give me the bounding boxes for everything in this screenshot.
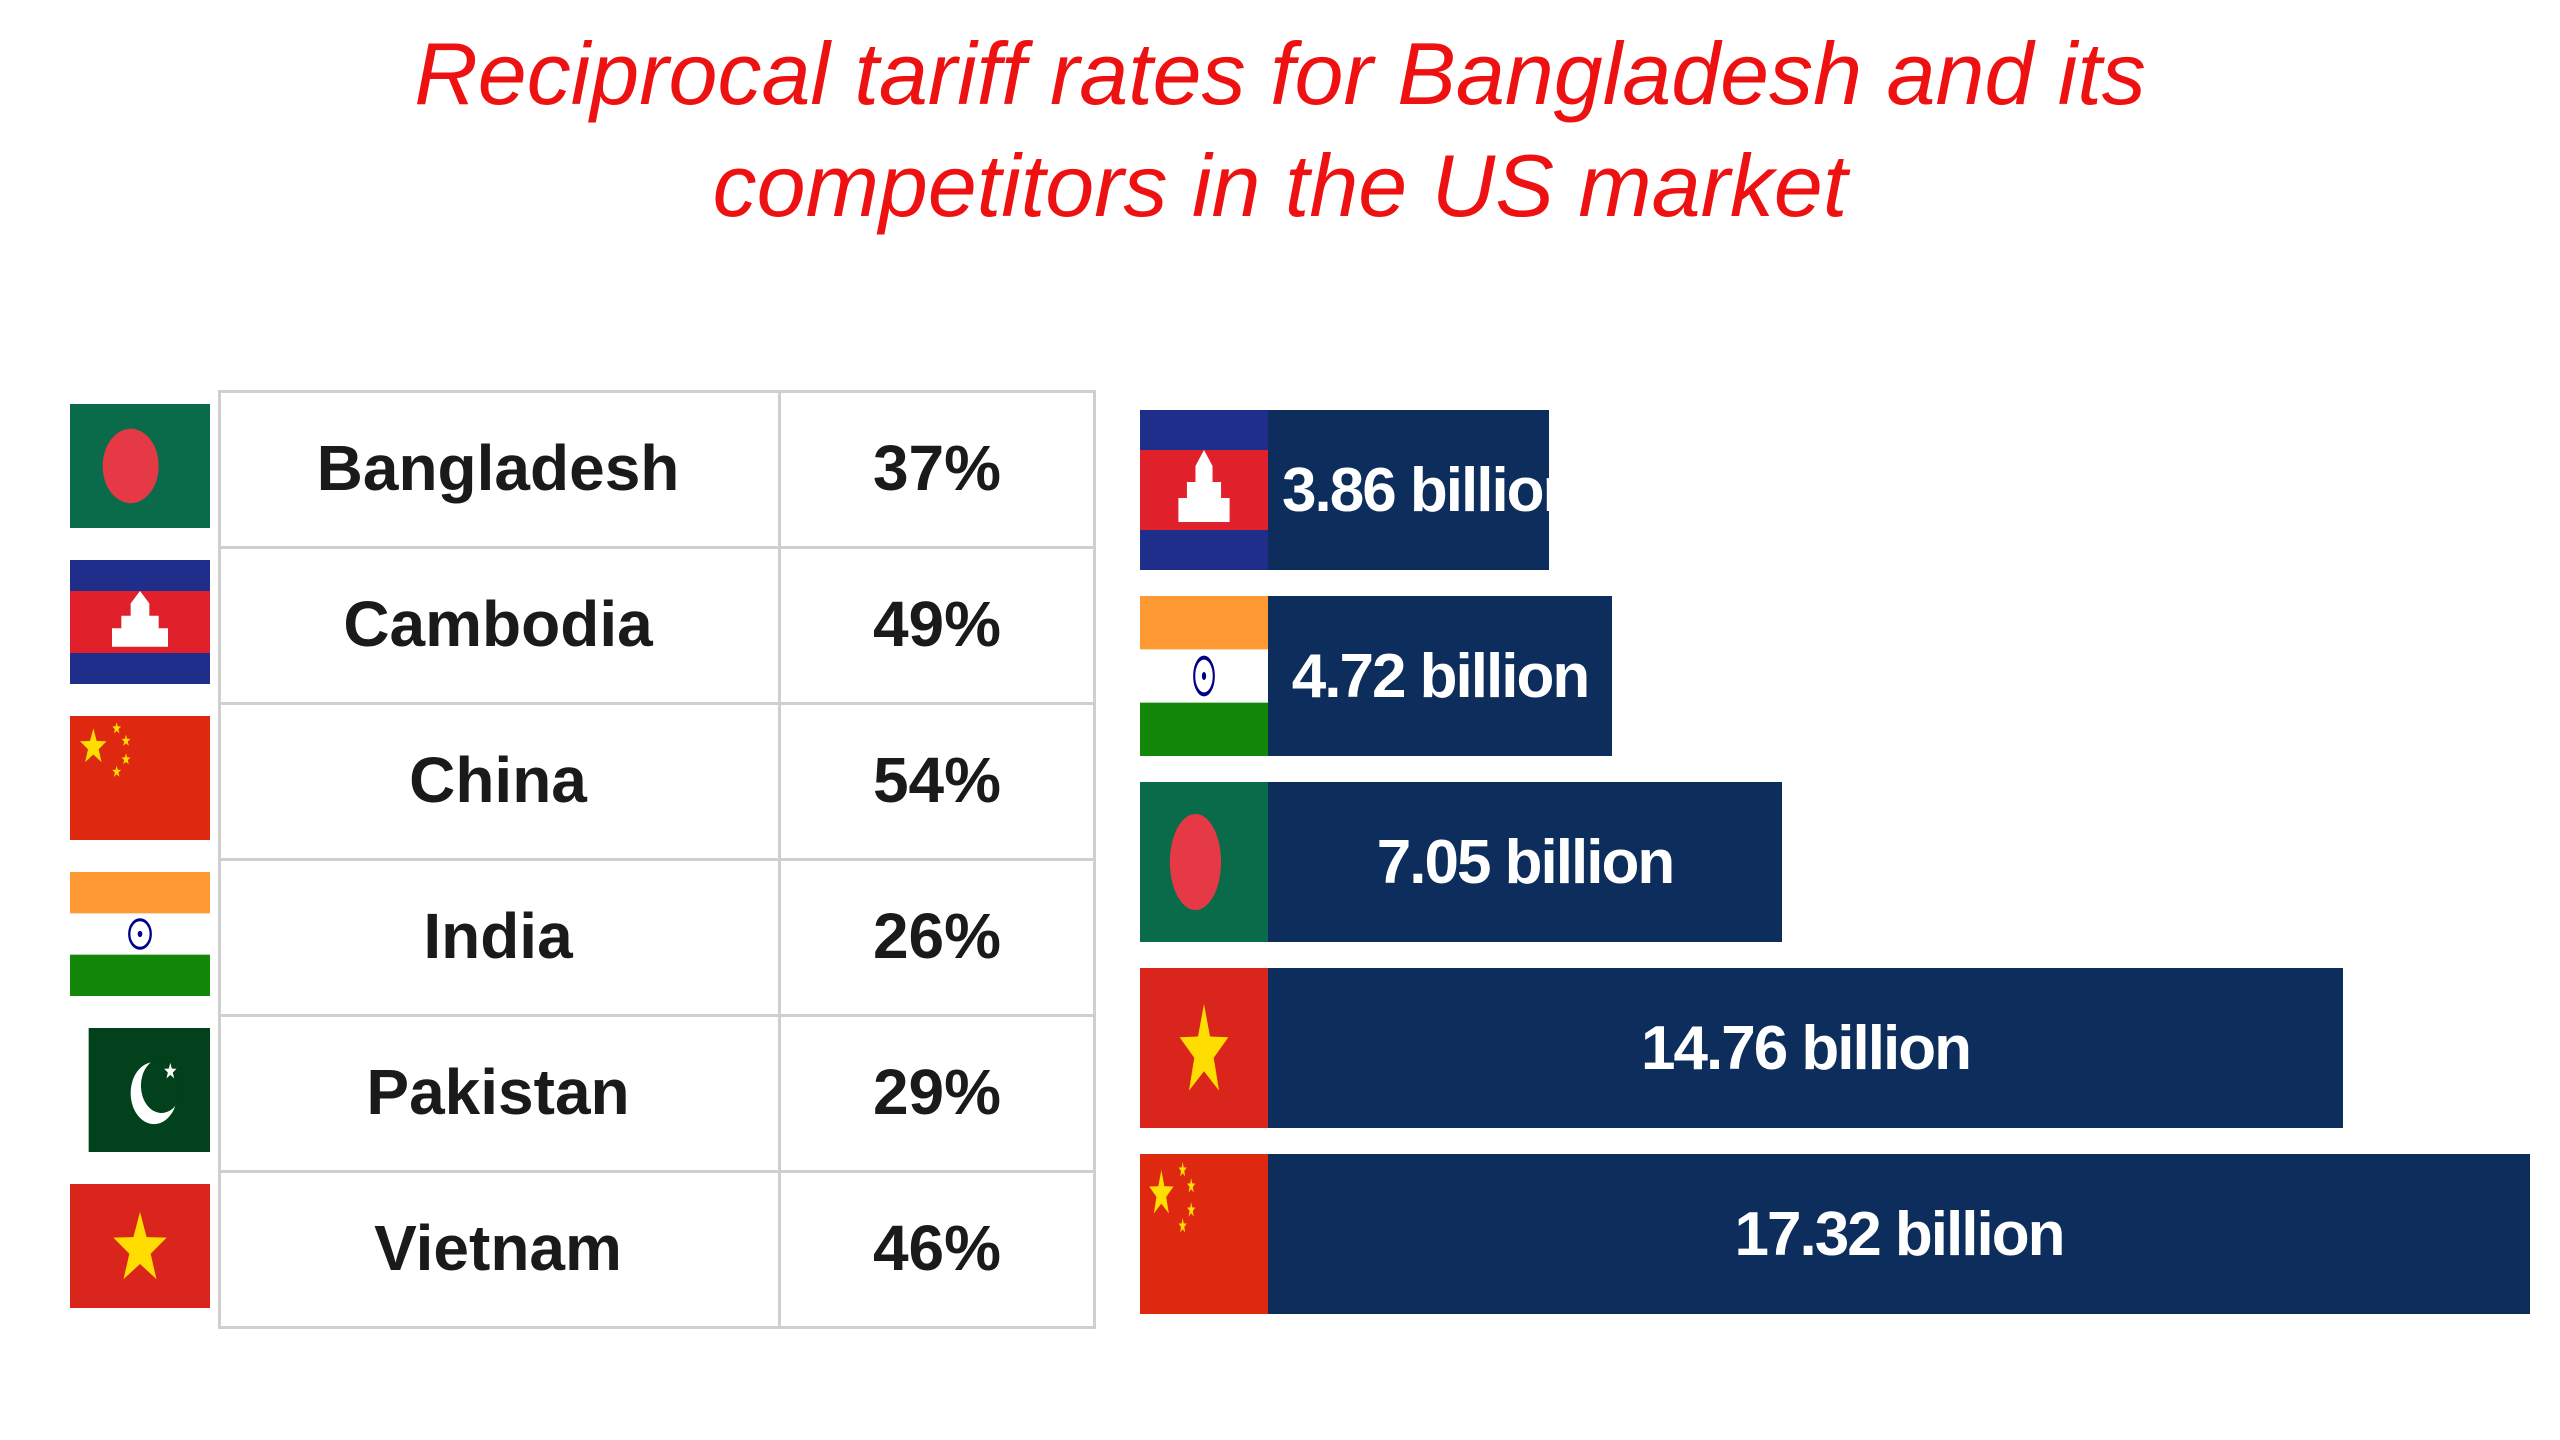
tariff-rate: 29% — [872, 1056, 1002, 1128]
table-row: Cambodia 49% — [66, 546, 1096, 702]
tariff-rate: 49% — [872, 588, 1002, 660]
table-row: China 54% — [66, 702, 1096, 858]
title-line-1: Reciprocal tariff rates for Bangladesh a… — [414, 24, 2146, 123]
table-gridline — [218, 702, 1096, 705]
table-gridline — [218, 390, 1096, 393]
bar-value-label: 17.32 billion — [1734, 1199, 2066, 1269]
cambodia-flag-icon — [1140, 410, 1268, 570]
country-name: India — [423, 900, 573, 972]
table-gridline — [218, 390, 221, 1326]
bar — [1268, 410, 1549, 570]
bar-row: 3.86 billion — [1140, 410, 1580, 570]
country-name: Cambodia — [343, 588, 653, 660]
table-row: Bangladesh 37% — [66, 390, 1096, 546]
table-row: Pakistan 29% — [66, 1014, 1096, 1170]
bar — [1268, 782, 1782, 942]
title-line-2: competitors in the US market — [712, 136, 1848, 235]
tariff-rate: 46% — [872, 1212, 1002, 1284]
bangladesh-flag-icon — [1140, 782, 1268, 942]
bangladesh-flag-icon — [70, 404, 210, 528]
bar-row: 17.32 billion — [1140, 1154, 2530, 1314]
vietnam-flag-icon — [70, 1184, 210, 1308]
table-gridline — [1093, 390, 1096, 1329]
table-row: India 26% — [66, 858, 1096, 1014]
bar-row: 7.05 billion — [1140, 782, 1782, 942]
china-flag-icon — [1140, 1154, 1268, 1314]
table-gridline — [218, 858, 1096, 861]
pakistan-flag-icon — [70, 1028, 210, 1152]
tariff-rate: 37% — [872, 432, 1002, 504]
vietnam-flag-icon — [1140, 968, 1268, 1128]
india-flag-icon — [1140, 596, 1268, 756]
bar — [1268, 968, 2343, 1128]
bar-row: 14.76 billion — [1140, 968, 2343, 1128]
exports-bar-chart: 3.86 billion 4.72 billion 7.05 billion 14.7… — [1140, 410, 2540, 1330]
bar — [1268, 596, 1612, 756]
table-gridline — [218, 546, 1096, 549]
bar — [1268, 1154, 2530, 1314]
bar-row: 4.72 billion — [1140, 596, 1612, 756]
tariff-rate: 54% — [872, 744, 1002, 816]
table-gridline — [218, 1326, 1096, 1329]
china-flag-icon — [70, 716, 210, 840]
bar-value-label: 14.76 billion — [1641, 1013, 1972, 1083]
bar-value-label: 7.05 billion — [1376, 827, 1675, 897]
country-name: Vietnam — [374, 1212, 622, 1284]
country-name: Bangladesh — [316, 432, 680, 504]
india-flag-icon — [70, 872, 210, 996]
cambodia-flag-icon — [70, 560, 210, 684]
country-name: Pakistan — [366, 1056, 630, 1128]
bar-value-label: 3.86 billion — [1282, 455, 1580, 525]
chart-title: Reciprocal tariff rates for Bangladesh a… — [0, 18, 2560, 242]
country-name: China — [409, 744, 587, 816]
bar-value-label: 4.72 billion — [1291, 641, 1590, 711]
table-gridline — [218, 1014, 1096, 1017]
tariff-rate: 26% — [872, 900, 1002, 972]
table-row: Vietnam 46% — [66, 1170, 1096, 1326]
table-gridline — [218, 1170, 1096, 1173]
table-gridline — [778, 390, 781, 1326]
tariff-rates-table: Bangladesh 37% Cambodia 49% China 54% India 26%… — [66, 390, 1096, 1329]
